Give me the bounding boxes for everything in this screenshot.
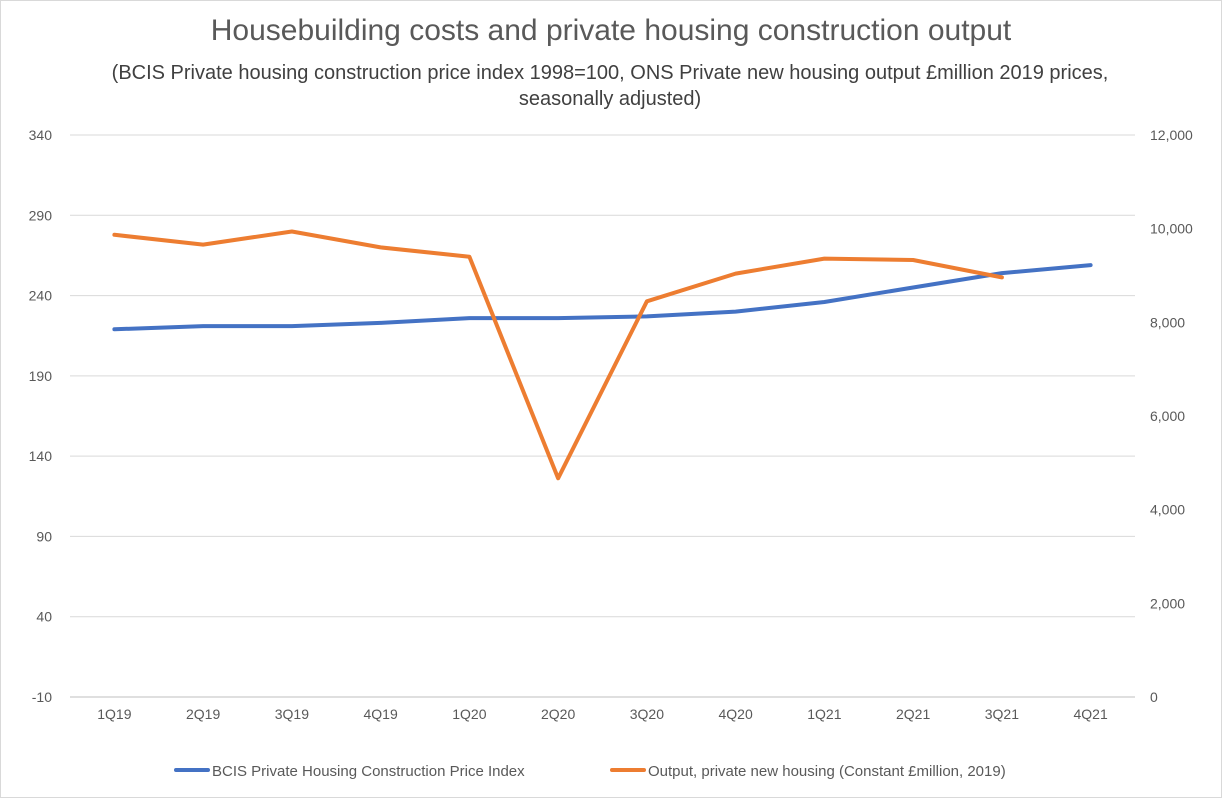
left-axis-tick-label: -10 (32, 689, 52, 705)
right-axis-tick-label: 4,000 (1150, 502, 1185, 518)
right-axis-tick-label: 12,000 (1150, 127, 1193, 143)
x-axis-tick-label: 2Q19 (186, 706, 220, 722)
x-axis-tick-label: 4Q19 (364, 706, 398, 722)
right-axis-tick-label: 8,000 (1150, 314, 1185, 330)
legend-label: BCIS Private Housing Construction Price … (212, 763, 525, 780)
left-axis-tick-label: 240 (29, 288, 53, 304)
x-axis-tick-label: 4Q20 (719, 706, 753, 722)
right-axis-tick-label: 10,000 (1150, 221, 1193, 237)
legend-label: Output, private new housing (Constant £m… (648, 763, 1006, 780)
left-axis-tick-label: 340 (29, 127, 53, 143)
left-axis-tick-label: 140 (29, 448, 53, 464)
x-axis-tick-label: 3Q21 (985, 706, 1019, 722)
x-axis-tick-label: 3Q19 (275, 706, 309, 722)
x-axis-tick-label: 4Q21 (1074, 706, 1108, 722)
series-line-1 (112, 263, 1093, 332)
chart-subtitle: (BCIS Private housing construction price… (111, 62, 1109, 110)
x-axis-tick-label: 2Q21 (896, 706, 930, 722)
right-axis-tick-label: 2,000 (1150, 595, 1185, 611)
x-axis-tick-label: 3Q20 (630, 706, 664, 722)
right-axis-tick-label: 0 (1150, 689, 1158, 705)
x-axis-tick-label: 1Q20 (452, 706, 486, 722)
left-axis-tick-label: 290 (29, 207, 53, 223)
series-line-2 (112, 229, 1004, 481)
x-axis-tick-label: 1Q19 (97, 706, 131, 722)
chart-title: Housebuilding costs and private housing … (210, 14, 1012, 47)
left-axis-tick-label: 40 (36, 609, 52, 625)
left-axis-tick-label: 90 (36, 528, 52, 544)
x-axis-tick-label: 1Q21 (807, 706, 841, 722)
right-axis-tick-label: 6,000 (1150, 408, 1185, 424)
left-axis-tick-label: 190 (29, 368, 53, 384)
x-axis-tick-label: 2Q20 (541, 706, 575, 722)
